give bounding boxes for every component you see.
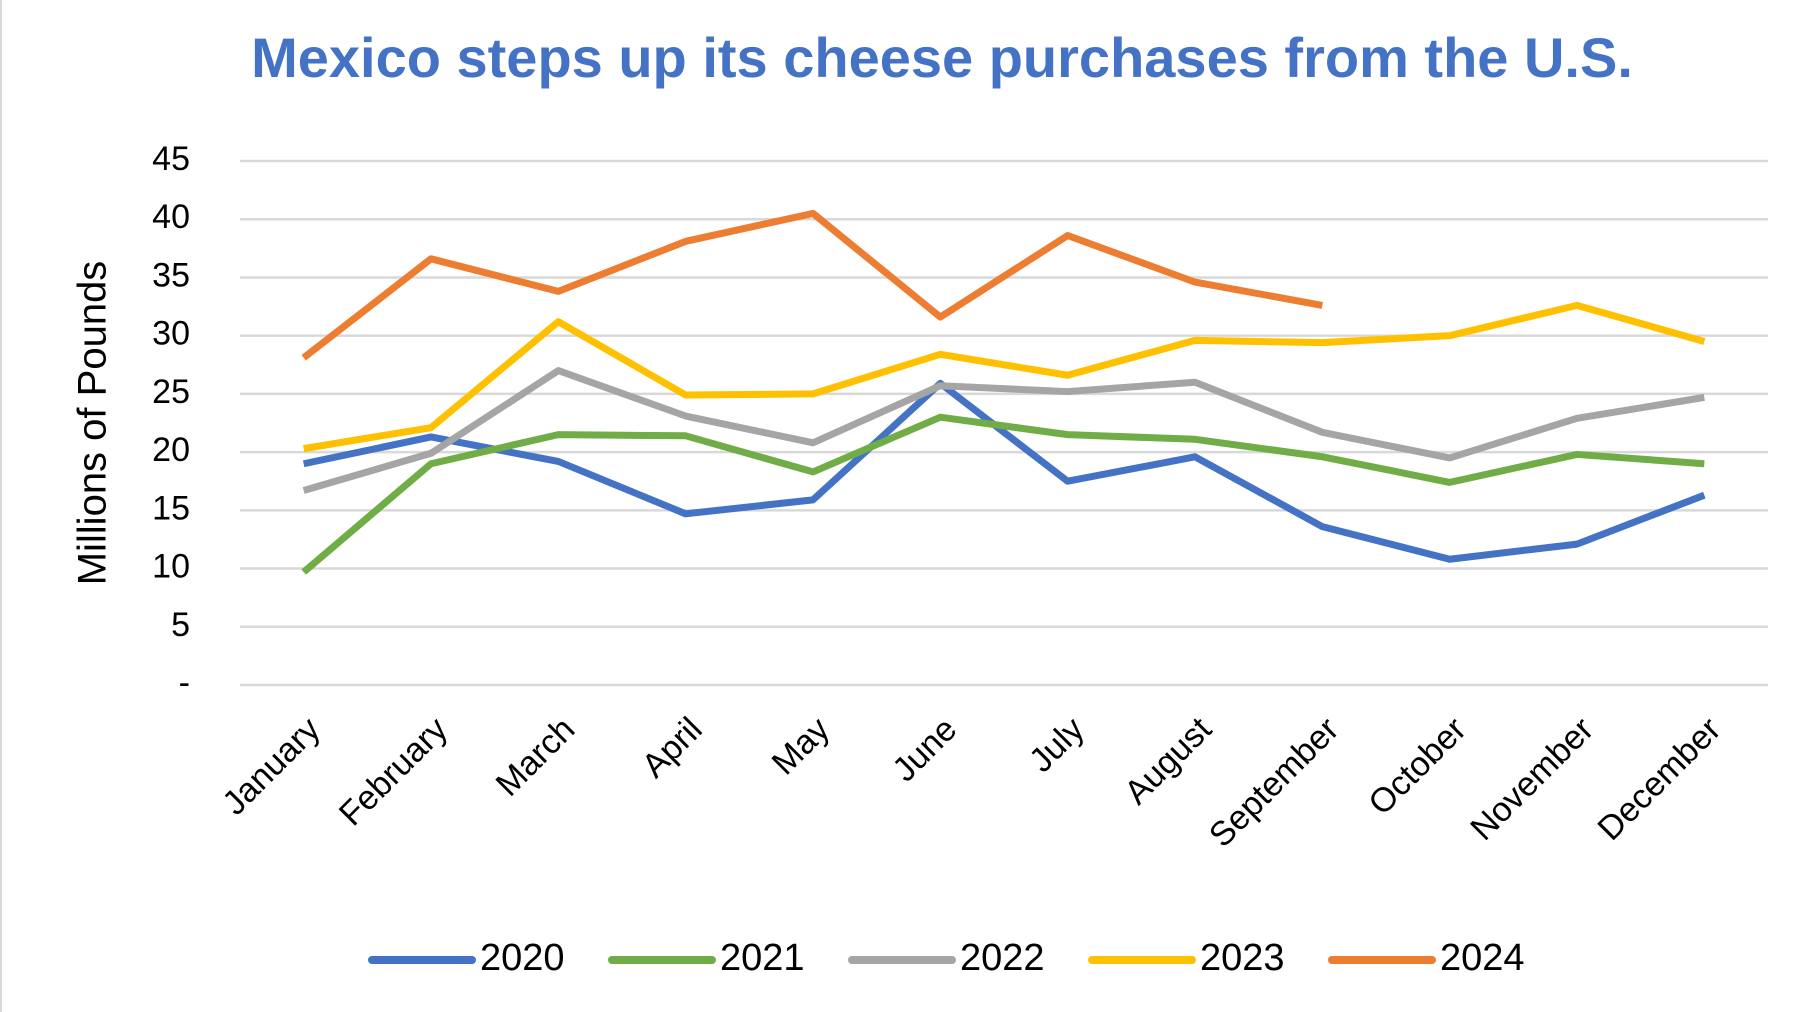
chart-title: Mexico steps up its cheese purchases fro… — [251, 26, 1633, 89]
y-tick-label: 5 — [171, 606, 190, 644]
x-tick-label: December — [1591, 710, 1729, 848]
y-tick-label: 40 — [152, 198, 190, 236]
legend-label: 2022 — [960, 937, 1045, 979]
x-tick-label: August — [1117, 710, 1219, 812]
data-line — [301, 413, 1705, 575]
data-line — [302, 379, 1706, 563]
y-tick-label: - — [179, 664, 190, 702]
x-tick-label: July — [1022, 710, 1092, 780]
x-tick-label: March — [489, 710, 583, 804]
data-line — [302, 367, 1705, 494]
x-tick-label: October — [1361, 710, 1473, 822]
data-line — [303, 301, 1706, 453]
y-tick-label: 30 — [152, 315, 190, 353]
data-line — [301, 209, 1323, 361]
x-tick-label: September — [1202, 710, 1346, 854]
x-tick-label: May — [765, 710, 837, 782]
x-tick-label: January — [215, 710, 327, 822]
y-tick-label: 10 — [152, 548, 190, 586]
y-tick-label: 20 — [152, 431, 190, 469]
legend-label: 2024 — [1440, 937, 1525, 979]
y-axis-label: Millions of Pounds — [71, 261, 115, 586]
y-tick-label: 15 — [152, 489, 190, 527]
legend-label: 2021 — [720, 937, 805, 979]
y-tick-label: 45 — [152, 140, 190, 178]
x-tick-label: June — [885, 710, 964, 789]
legend-label: 2020 — [480, 937, 565, 979]
legend-label: 2023 — [1200, 937, 1285, 979]
y-tick-label: 35 — [152, 256, 190, 294]
x-tick-label: April — [635, 710, 710, 785]
x-tick-label: November — [1463, 710, 1601, 848]
y-tick-label: 25 — [152, 373, 190, 411]
x-tick-label: February — [332, 710, 455, 833]
